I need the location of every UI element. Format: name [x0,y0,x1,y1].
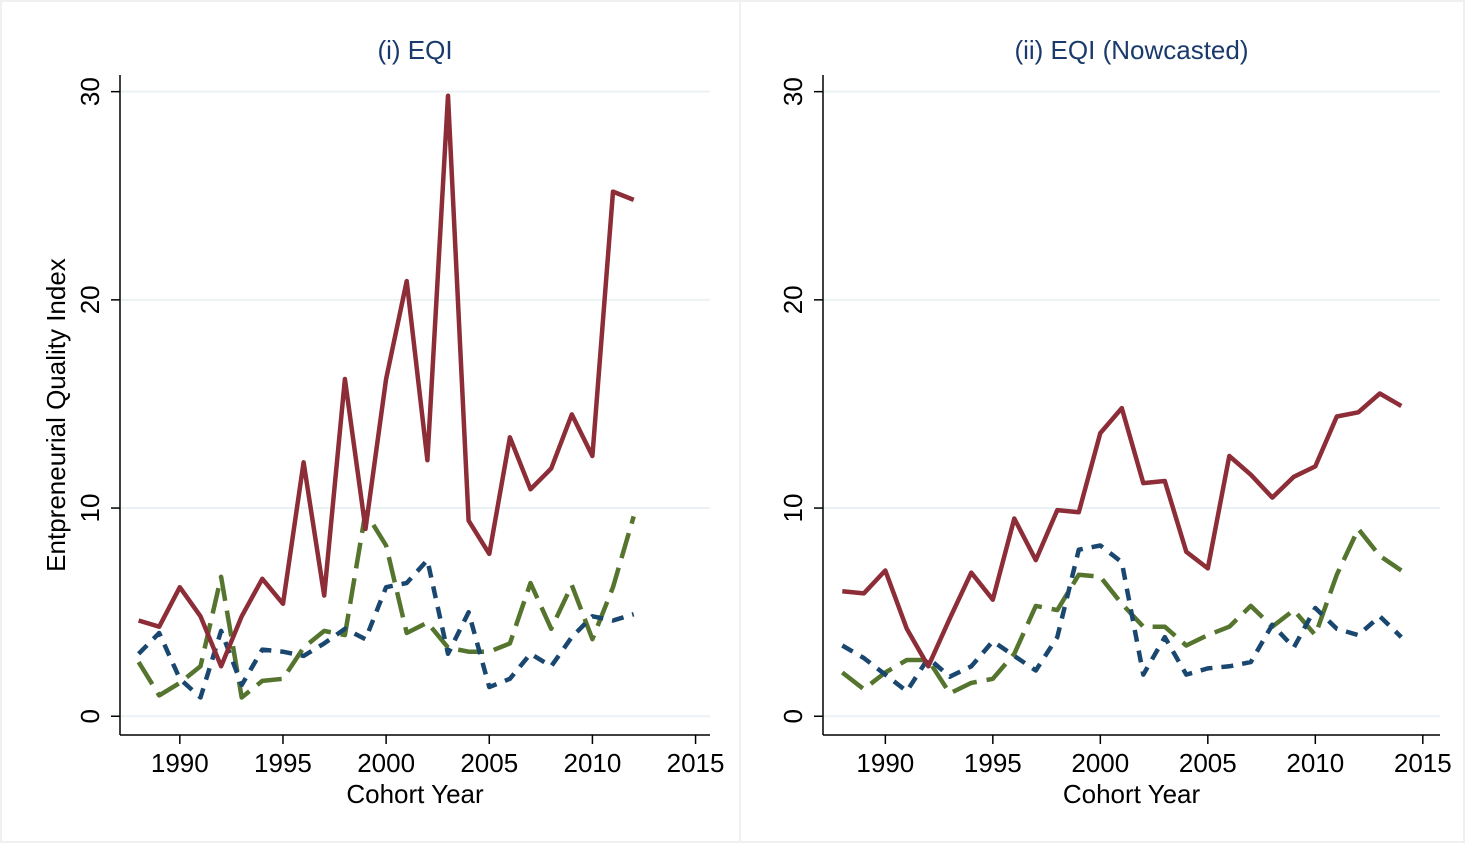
chart-title: (i) EQI [377,35,452,65]
x-tick-label: 2000 [1071,748,1129,778]
y-tick-label: 20 [75,285,105,314]
y-tick-label: 0 [75,709,105,723]
x-tick-label: 2015 [667,748,725,778]
series-line [840,526,1403,696]
x-tick-label: 1995 [964,748,1022,778]
x-tick-label: 2000 [357,748,415,778]
series-line [842,391,1403,669]
x-tick-label: 2010 [563,748,621,778]
series-line [841,543,1403,694]
series-line [137,557,635,700]
x-tick-label: 1990 [151,748,209,778]
chart-title: (ii) EQI (Nowcasted) [1014,35,1248,65]
x-tick-label: 2015 [1394,748,1452,778]
series-line [137,93,635,669]
y-tick-label: 0 [778,709,808,723]
y-axis-label: Entpreneurial Quality Index [41,258,71,572]
y-tick-label: 10 [778,494,808,523]
x-tick-label: 2005 [460,748,518,778]
x-axis-label: Cohort Year [346,779,484,809]
y-tick-label: 20 [778,285,808,314]
x-tick-label: 1995 [254,748,312,778]
x-tick-label: 1990 [856,748,914,778]
y-tick-label: 30 [75,77,105,106]
series-line [136,509,636,700]
x-axis-label: Cohort Year [1063,779,1201,809]
x-tick-label: 2005 [1179,748,1237,778]
y-tick-label: 10 [75,494,105,523]
x-tick-label: 2010 [1286,748,1344,778]
y-tick-label: 30 [778,77,808,106]
